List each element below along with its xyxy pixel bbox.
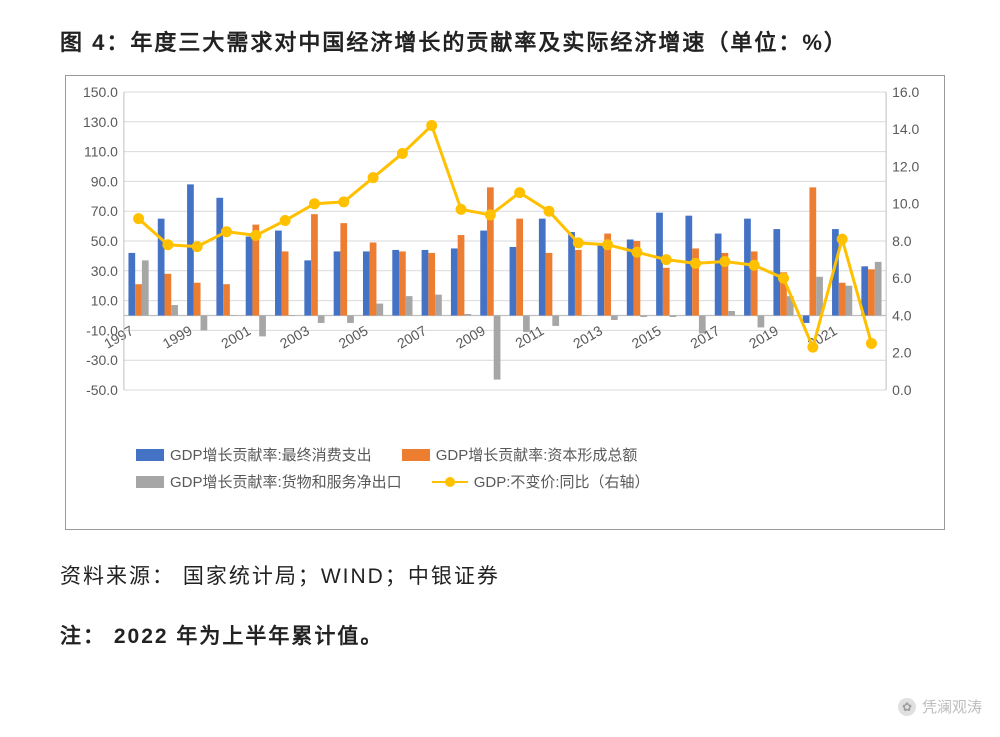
svg-text:2017: 2017	[688, 322, 723, 352]
svg-text:150.0: 150.0	[83, 86, 118, 100]
svg-text:16.0: 16.0	[892, 86, 919, 100]
svg-text:110.0: 110.0	[84, 144, 118, 160]
watermark: ✿ 凭澜观涛	[898, 696, 982, 717]
svg-text:-30.0: -30.0	[86, 352, 118, 368]
note-prefix: 注：	[60, 625, 106, 648]
legend-item-capital_formation: GDP增长贡献率:资本形成总额	[402, 444, 638, 465]
legend-swatch-line	[432, 476, 468, 488]
svg-text:8.0: 8.0	[892, 233, 912, 249]
svg-text:2015: 2015	[629, 322, 664, 352]
svg-text:2.0: 2.0	[892, 345, 912, 361]
svg-text:1999: 1999	[160, 322, 195, 352]
svg-text:2003: 2003	[277, 322, 312, 352]
svg-text:14.0: 14.0	[892, 121, 919, 137]
wechat-icon: ✿	[898, 698, 916, 716]
svg-text:2011: 2011	[513, 322, 547, 351]
svg-text:-50.0: -50.0	[86, 382, 118, 398]
chart-container: -50.0-30.0-10.010.030.050.070.090.0110.0…	[65, 75, 945, 530]
source-prefix: 资料来源：	[60, 565, 175, 588]
legend: GDP增长贡献率:最终消费支出 GDP增长贡献率:资本形成总额 GDP增长贡献率:货…	[76, 436, 934, 500]
plot-area: -50.0-30.0-10.010.030.050.070.090.0110.0…	[76, 86, 934, 426]
legend-label: GDP增长贡献率:资本形成总额	[436, 444, 638, 465]
svg-text:50.0: 50.0	[91, 233, 118, 249]
legend-swatch	[136, 476, 164, 488]
svg-text:2007: 2007	[394, 322, 429, 352]
legend-label: GDP增长贡献率:货物和服务净出口	[170, 471, 402, 492]
watermark-text: 凭澜观涛	[922, 696, 982, 717]
figure-title: 图 4：年度三大需求对中国经济增长的贡献率及实际经济增速（单位：%）	[60, 25, 960, 57]
legend-item-gdp_yoy: GDP:不变价:同比（右轴）	[432, 471, 650, 492]
source-line: 资料来源： 国家统计局；WIND；中银证券	[60, 560, 960, 590]
chart-svg: -50.0-30.0-10.010.030.050.070.090.0110.0…	[76, 86, 934, 426]
svg-text:2009: 2009	[453, 322, 488, 352]
svg-text:2005: 2005	[336, 322, 371, 352]
svg-text:30.0: 30.0	[91, 263, 118, 279]
legend-item-net_exports: GDP增长贡献率:货物和服务净出口	[136, 471, 402, 492]
legend-swatch	[402, 449, 430, 461]
note-body: 2022 年为上半年累计值。	[114, 625, 384, 648]
page-root: 图 4：年度三大需求对中国经济增长的贡献率及实际经济增速（单位：%） -50.0…	[0, 0, 1000, 737]
legend-swatch	[136, 449, 164, 461]
source-body: 国家统计局；WIND；中银证券	[183, 565, 500, 588]
legend-label: GDP增长贡献率:最终消费支出	[170, 444, 372, 465]
svg-text:90.0: 90.0	[91, 173, 118, 189]
svg-text:130.0: 130.0	[83, 114, 118, 130]
legend-label: GDP:不变价:同比（右轴）	[474, 471, 650, 492]
svg-text:70.0: 70.0	[91, 203, 118, 219]
note-line: 注： 2022 年为上半年累计值。	[60, 620, 960, 650]
svg-text:10.0: 10.0	[91, 293, 118, 309]
svg-text:2019: 2019	[746, 322, 781, 352]
svg-text:6.0: 6.0	[892, 270, 912, 286]
svg-text:10.0: 10.0	[892, 196, 919, 212]
svg-text:2001: 2001	[218, 322, 253, 352]
legend-item-consumption: GDP增长贡献率:最终消费支出	[136, 444, 372, 465]
svg-text:2013: 2013	[570, 322, 605, 352]
svg-text:0.0: 0.0	[892, 382, 912, 398]
svg-text:4.0: 4.0	[892, 307, 912, 323]
svg-text:12.0: 12.0	[892, 158, 919, 174]
